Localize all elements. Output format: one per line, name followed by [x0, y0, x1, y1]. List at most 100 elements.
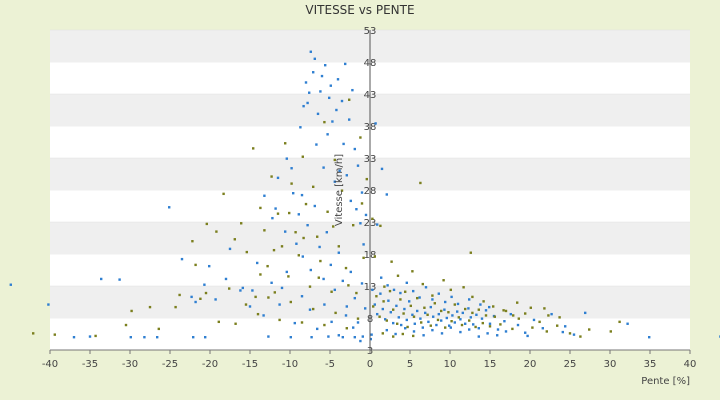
data-point	[432, 315, 435, 318]
x-tick-label: 25	[564, 359, 577, 370]
data-point	[484, 309, 488, 312]
data-point	[477, 327, 480, 330]
data-point	[504, 330, 508, 333]
data-point	[450, 320, 453, 323]
data-point	[480, 317, 484, 320]
data-point	[503, 320, 506, 323]
data-point	[156, 336, 159, 339]
x-tick-label: -40	[42, 359, 58, 370]
data-point	[538, 320, 541, 324]
data-point	[259, 273, 262, 276]
data-point	[499, 323, 502, 326]
data-point	[471, 311, 474, 315]
x-tick-label: 40	[684, 359, 697, 370]
data-point	[270, 175, 273, 178]
data-point	[568, 332, 572, 335]
data-point	[324, 64, 327, 67]
data-point	[355, 291, 358, 295]
data-point	[329, 263, 332, 267]
data-point	[456, 302, 460, 306]
data-point	[464, 322, 467, 325]
data-point	[444, 300, 447, 304]
data-point	[481, 321, 484, 325]
data-point	[374, 122, 377, 125]
data-point	[332, 225, 335, 228]
data-point	[326, 133, 329, 136]
data-point	[322, 166, 325, 169]
data-point	[462, 286, 465, 289]
data-point	[373, 303, 376, 306]
x-tick-label: -15	[242, 359, 258, 370]
x-tick-label: -10	[282, 359, 298, 370]
data-point	[356, 164, 360, 167]
data-point	[315, 143, 318, 146]
data-point	[228, 287, 231, 290]
data-points	[9, 50, 720, 343]
data-point	[504, 309, 508, 313]
data-point	[461, 311, 464, 315]
data-point	[512, 314, 515, 317]
data-point	[423, 306, 426, 309]
data-point	[365, 177, 368, 181]
x-tick-label: -25	[162, 359, 178, 370]
data-point	[411, 270, 414, 273]
data-point	[271, 216, 274, 220]
x-tick-labels: -40 -35 -30 -25 -20 -15 -10 -5 0 5 10 15 20 25 30 35 40	[42, 350, 697, 370]
data-point	[396, 274, 400, 277]
data-point	[320, 74, 324, 78]
data-point	[464, 307, 467, 311]
data-point	[344, 62, 347, 66]
data-point	[280, 245, 284, 248]
data-point	[304, 202, 308, 206]
data-point	[496, 334, 499, 337]
data-point	[267, 335, 270, 338]
data-point	[301, 255, 304, 258]
x-tick-label: 35	[644, 359, 657, 370]
data-point	[360, 202, 364, 205]
data-point	[541, 327, 544, 330]
data-point	[199, 297, 202, 300]
data-point	[445, 316, 448, 320]
data-point	[290, 182, 293, 185]
data-point	[228, 247, 232, 251]
data-point	[273, 291, 276, 294]
data-point	[419, 317, 422, 320]
data-point	[468, 319, 471, 322]
data-point	[313, 204, 316, 208]
data-point	[392, 321, 395, 325]
data-point	[297, 254, 300, 257]
data-point	[347, 284, 350, 287]
data-point	[308, 285, 312, 288]
data-point	[588, 328, 591, 331]
data-point	[337, 334, 340, 337]
data-point	[564, 325, 567, 328]
data-point	[340, 189, 344, 192]
data-point	[493, 315, 496, 318]
data-point	[224, 277, 228, 281]
data-point	[191, 240, 194, 243]
data-point	[437, 292, 440, 295]
data-point	[406, 325, 409, 329]
data-point	[349, 199, 352, 203]
data-point	[364, 213, 368, 217]
data-point	[32, 332, 35, 335]
data-point	[214, 298, 217, 301]
data-point	[342, 142, 345, 146]
data-point	[471, 295, 474, 299]
data-point	[380, 276, 383, 279]
data-point	[262, 314, 265, 317]
data-point	[300, 193, 304, 197]
data-point	[390, 260, 393, 263]
data-point	[157, 327, 160, 331]
data-point	[190, 295, 193, 299]
data-point	[379, 292, 382, 295]
data-point	[531, 326, 534, 329]
data-point	[459, 318, 462, 321]
data-point	[362, 243, 365, 246]
data-point	[252, 147, 255, 150]
data-point	[300, 295, 304, 298]
data-point	[341, 336, 344, 339]
x-tick-label: 15	[484, 359, 497, 370]
data-point	[456, 310, 459, 313]
data-point	[459, 330, 462, 334]
